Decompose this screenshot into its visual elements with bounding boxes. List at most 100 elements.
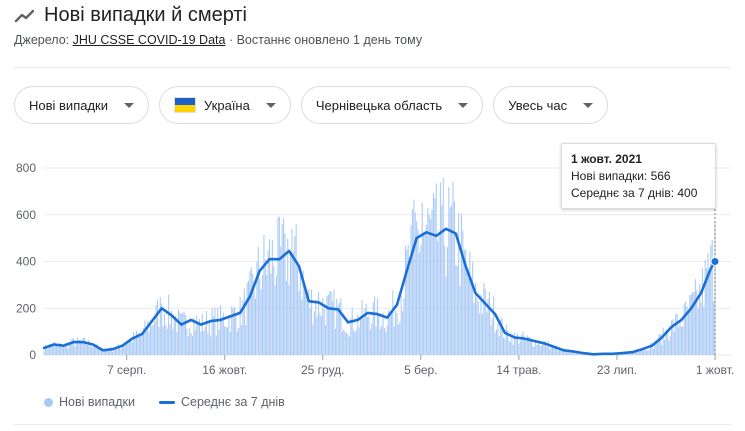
case-bar	[409, 266, 411, 355]
case-bar	[95, 347, 97, 355]
case-bar	[141, 333, 143, 355]
case-bar	[277, 217, 279, 355]
case-bar	[240, 325, 243, 355]
period-dropdown[interactable]: Увесь час	[493, 86, 609, 124]
case-bar	[187, 336, 189, 355]
case-bar	[480, 294, 482, 355]
case-bar	[109, 351, 111, 355]
case-bar	[444, 245, 446, 355]
case-bar	[452, 181, 454, 355]
case-bar	[74, 346, 76, 355]
case-bar	[641, 349, 643, 355]
case-bar	[463, 250, 465, 355]
case-bar	[301, 299, 303, 355]
case-bar	[131, 342, 133, 355]
case-bar	[514, 332, 516, 355]
case-bar	[706, 268, 708, 355]
case-bar	[644, 347, 646, 355]
case-bar	[700, 302, 702, 355]
case-bar	[228, 314, 230, 355]
case-bar	[529, 336, 531, 355]
case-bar	[249, 270, 251, 355]
case-bar	[528, 336, 530, 355]
case-bar	[189, 328, 191, 355]
metric-dropdown-label: Нові випадки	[29, 97, 108, 113]
case-bar	[558, 346, 561, 355]
case-bar	[554, 346, 556, 355]
case-bar	[269, 238, 271, 355]
case-bar	[474, 282, 476, 355]
case-bar	[631, 352, 633, 355]
source-link[interactable]: JHU CSSE COVID-19 Data	[72, 33, 226, 47]
case-bar	[355, 329, 357, 355]
case-bar	[147, 321, 149, 355]
metric-dropdown[interactable]: Нові випадки	[14, 86, 149, 124]
case-bar	[346, 332, 348, 355]
case-bar	[53, 342, 55, 355]
case-bar	[284, 233, 286, 355]
case-bar	[222, 313, 224, 355]
case-bar	[655, 344, 657, 355]
case-bar	[472, 261, 474, 355]
case-bar	[557, 350, 559, 355]
caret-down-icon	[265, 102, 276, 108]
region-dropdown[interactable]: Чернівецька область	[300, 86, 484, 124]
case-bar	[486, 312, 488, 355]
case-bar	[191, 336, 194, 355]
case-bar	[176, 331, 178, 355]
case-bar	[521, 335, 523, 355]
case-bar	[304, 284, 306, 355]
case-bar	[96, 343, 98, 355]
case-bar	[382, 312, 384, 355]
y-tick-label: 0	[29, 348, 36, 362]
case-bar	[439, 182, 441, 355]
case-bar	[575, 352, 577, 355]
x-tick-label: 25 груд.	[301, 363, 345, 377]
case-bar	[332, 301, 334, 355]
case-bar	[683, 303, 685, 355]
case-bar	[694, 279, 696, 355]
case-bar	[270, 273, 272, 355]
case-bar	[519, 340, 521, 355]
case-bar	[253, 290, 255, 355]
case-bar	[295, 224, 297, 355]
case-bar	[676, 313, 678, 355]
case-bar	[411, 209, 413, 355]
source-label: Джерело:	[14, 33, 70, 47]
case-bar	[288, 285, 290, 355]
case-bar	[46, 348, 48, 355]
case-bar	[634, 351, 636, 355]
case-bar	[532, 345, 534, 355]
case-bar	[127, 343, 129, 355]
case-bar	[142, 328, 144, 355]
case-bar	[470, 277, 472, 355]
case-bar	[158, 327, 160, 355]
tooltip-cases: Нові випадки: 566	[571, 169, 671, 183]
cases-chart[interactable]: 0 200 400 600 800 7 серп. 16 жовт. 25 груд. 5 бе…	[0, 140, 745, 385]
case-bar	[689, 295, 691, 355]
case-bar	[703, 306, 705, 355]
case-bar	[278, 216, 280, 355]
case-bar	[435, 183, 437, 355]
case-bar	[168, 294, 170, 355]
case-bar	[665, 330, 667, 355]
case-bar	[233, 307, 236, 355]
case-bar	[179, 312, 181, 355]
case-bar	[451, 204, 453, 355]
case-bar	[327, 294, 329, 355]
case-bar	[640, 350, 642, 355]
case-bar	[246, 282, 248, 355]
case-bar	[186, 328, 188, 355]
case-bar	[696, 290, 698, 355]
ukraine-flag-icon	[174, 97, 196, 113]
case-bar	[540, 345, 542, 355]
case-bar	[477, 301, 479, 355]
caret-down-icon	[458, 102, 469, 108]
case-bar	[102, 352, 104, 355]
country-dropdown[interactable]: Україна	[159, 86, 291, 124]
case-bar	[323, 308, 325, 355]
case-bar	[350, 318, 352, 355]
case-bar	[563, 350, 565, 355]
case-bar	[204, 326, 206, 355]
x-tick-label: 1 жовт.	[696, 363, 734, 377]
